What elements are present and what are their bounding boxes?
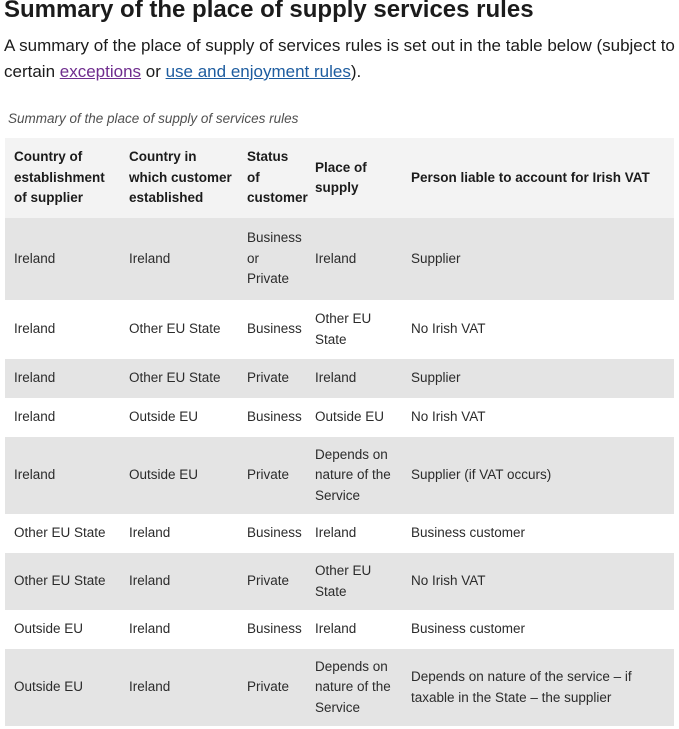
cell-customer-status: Private bbox=[238, 649, 306, 726]
cell-customer-status: Private bbox=[238, 359, 306, 398]
cell-customer-status: Business bbox=[238, 398, 306, 437]
cell-place-of-supply: Other EU State bbox=[306, 300, 402, 359]
cell-customer-status: Business or Private bbox=[238, 218, 306, 300]
intro-paragraph: A summary of the place of supply of serv… bbox=[4, 33, 676, 85]
cell-person-liable: No Irish VAT bbox=[402, 398, 674, 437]
cell-customer-country: Ireland bbox=[120, 514, 238, 553]
cell-customer-status: Private bbox=[238, 553, 306, 610]
column-header-customer-country: Country in which customer established bbox=[120, 138, 238, 218]
cell-customer-country: Ireland bbox=[120, 610, 238, 649]
cell-person-liable: Supplier (if VAT occurs) bbox=[402, 437, 674, 514]
cell-place-of-supply: Other EU State bbox=[306, 553, 402, 610]
table-caption: Summary of the place of supply of servic… bbox=[8, 111, 299, 126]
cell-customer-country: Ireland bbox=[120, 218, 238, 300]
column-header-customer-status: Status of customer bbox=[238, 138, 308, 218]
cell-person-liable: Supplier bbox=[402, 359, 674, 398]
cell-person-liable: Business customer bbox=[402, 610, 674, 649]
cell-customer-country: Other EU State bbox=[120, 300, 238, 359]
cell-person-liable: No Irish VAT bbox=[402, 300, 674, 359]
cell-customer-country: Outside EU bbox=[120, 437, 238, 514]
cell-customer-status: Private bbox=[238, 437, 306, 514]
cell-place-of-supply: Ireland bbox=[306, 218, 402, 300]
cell-person-liable: Depends on nature of the service – if ta… bbox=[402, 649, 674, 726]
table-row: Ireland Other EU State Private Ireland S… bbox=[5, 359, 674, 398]
table-row: Outside EU Ireland Business Ireland Busi… bbox=[5, 610, 674, 649]
table-row: Outside EU Ireland Private Depends on na… bbox=[5, 649, 674, 726]
table-row: Ireland Outside EU Private Depends on na… bbox=[5, 437, 674, 514]
cell-customer-status: Business bbox=[238, 300, 306, 359]
page-title: Summary of the place of supply services … bbox=[4, 0, 534, 23]
exceptions-link[interactable]: exceptions bbox=[59, 62, 142, 81]
cell-supplier-country: Ireland bbox=[5, 398, 120, 437]
cell-person-liable: Supplier bbox=[402, 218, 674, 300]
place-of-supply-table: Country of establishment of supplier Cou… bbox=[5, 138, 674, 726]
table-row: Ireland Ireland Business or Private Irel… bbox=[5, 218, 674, 300]
cell-customer-country: Outside EU bbox=[120, 398, 238, 437]
intro-text-middle: or bbox=[141, 62, 166, 81]
cell-place-of-supply: Depends on nature of the Service bbox=[306, 437, 402, 514]
table-row: Ireland Other EU State Business Other EU… bbox=[5, 300, 674, 359]
cell-place-of-supply: Depends on nature of the Service bbox=[306, 649, 402, 726]
cell-place-of-supply: Outside EU bbox=[306, 398, 402, 437]
intro-text-before: A summary of the place of supply of serv… bbox=[4, 36, 675, 81]
cell-customer-country: Ireland bbox=[120, 649, 238, 726]
cell-place-of-supply: Ireland bbox=[306, 610, 402, 649]
cell-place-of-supply: Ireland bbox=[306, 359, 402, 398]
cell-supplier-country: Outside EU bbox=[5, 649, 120, 726]
cell-supplier-country: Ireland bbox=[5, 300, 120, 359]
cell-supplier-country: Other EU State bbox=[5, 553, 120, 610]
column-header-place-of-supply: Place of supply bbox=[306, 138, 402, 218]
cell-customer-status: Business bbox=[238, 610, 306, 649]
table-row: Ireland Outside EU Business Outside EU N… bbox=[5, 398, 674, 437]
column-header-supplier-country: Country of establishment of supplier bbox=[5, 138, 120, 218]
cell-supplier-country: Ireland bbox=[5, 437, 120, 514]
table-header-row: Country of establishment of supplier Cou… bbox=[5, 138, 674, 218]
cell-customer-status: Business bbox=[238, 514, 306, 553]
cell-person-liable: Business customer bbox=[402, 514, 674, 553]
cell-place-of-supply: Ireland bbox=[306, 514, 402, 553]
cell-customer-country: Ireland bbox=[120, 553, 238, 610]
table-row: Other EU State Ireland Business Ireland … bbox=[5, 514, 674, 553]
cell-supplier-country: Other EU State bbox=[5, 514, 120, 553]
cell-supplier-country: Ireland bbox=[5, 359, 120, 398]
cell-supplier-country: Outside EU bbox=[5, 610, 120, 649]
use-and-enjoyment-rules-link[interactable]: use and enjoyment rules bbox=[165, 62, 351, 81]
column-header-person-liable: Person liable to account for Irish VAT bbox=[402, 138, 674, 218]
cell-person-liable: No Irish VAT bbox=[402, 553, 674, 610]
cell-supplier-country: Ireland bbox=[5, 218, 120, 300]
cell-customer-country: Other EU State bbox=[120, 359, 238, 398]
table-row: Other EU State Ireland Private Other EU … bbox=[5, 553, 674, 610]
intro-text-after: ). bbox=[350, 62, 362, 81]
